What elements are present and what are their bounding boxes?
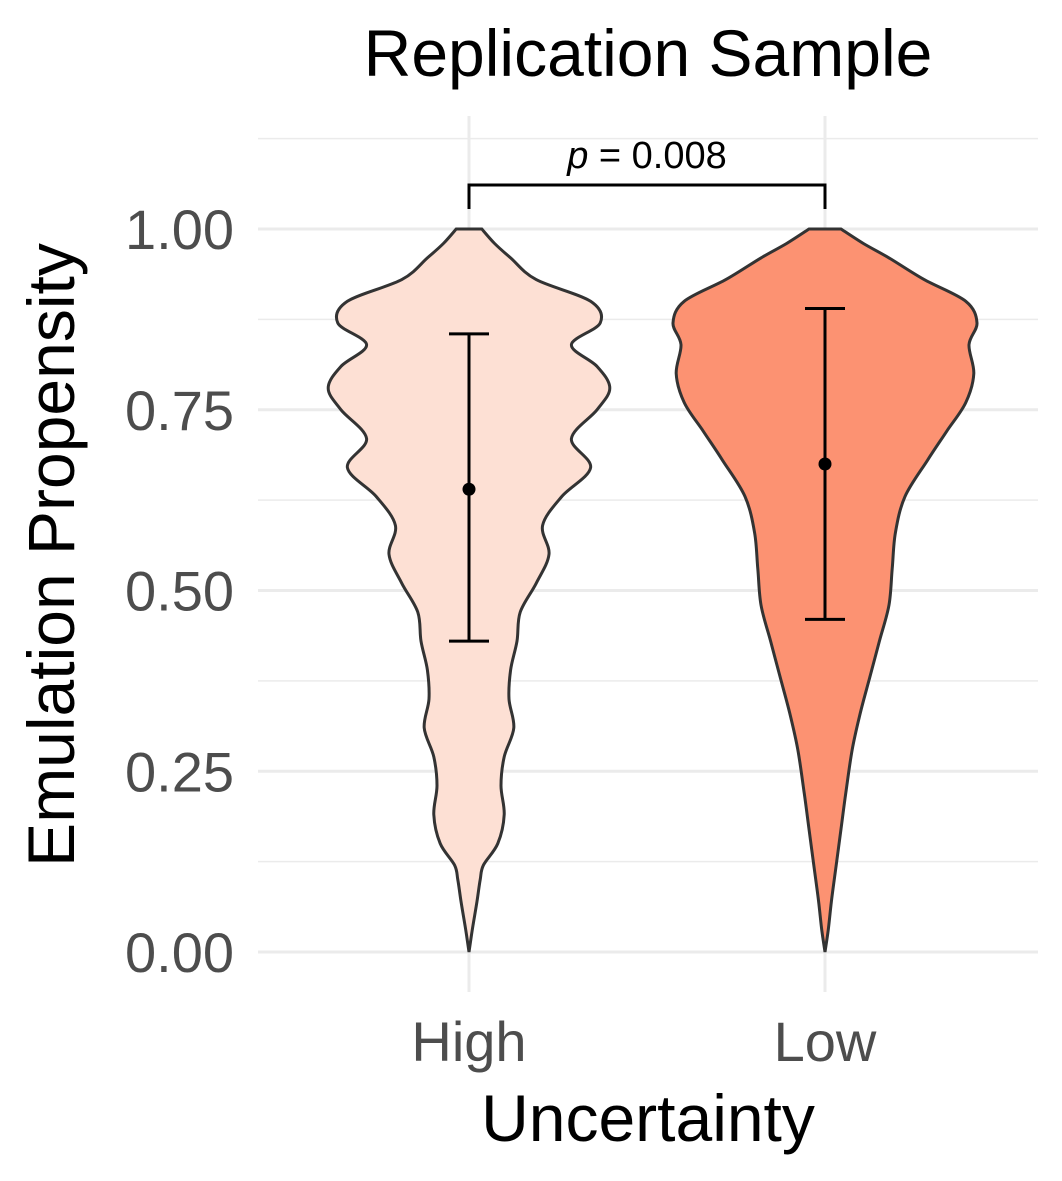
chart-title: Replication Sample bbox=[364, 16, 933, 90]
y-tick-label: 0.25 bbox=[125, 740, 234, 803]
significance-bracket bbox=[467, 183, 827, 209]
y-tick-label: 0.50 bbox=[125, 560, 234, 623]
p-value-label: p = 0.008 bbox=[566, 135, 727, 177]
x-axis-title: Uncertainty bbox=[481, 1081, 815, 1155]
y-tick-label: 1.00 bbox=[125, 198, 234, 261]
error-bars bbox=[449, 307, 845, 643]
y-tick-labels: 0.00 0.25 0.50 0.75 1.00 bbox=[125, 198, 234, 984]
x-tick-label: Low bbox=[774, 1010, 877, 1073]
y-axis-title: Emulation Propensity bbox=[14, 243, 88, 867]
p-value-text: = 0.008 bbox=[588, 135, 726, 177]
y-tick-label: 0.00 bbox=[125, 921, 234, 984]
grid-lines bbox=[258, 116, 1038, 992]
mean-point-low bbox=[818, 457, 832, 471]
x-tick-label: High bbox=[411, 1010, 526, 1073]
p-symbol: p bbox=[566, 135, 588, 177]
mean-point-high bbox=[462, 482, 476, 496]
x-tick-labels: High Low bbox=[411, 1010, 877, 1073]
y-tick-label: 0.75 bbox=[125, 379, 234, 442]
bracket-line bbox=[467, 183, 827, 209]
